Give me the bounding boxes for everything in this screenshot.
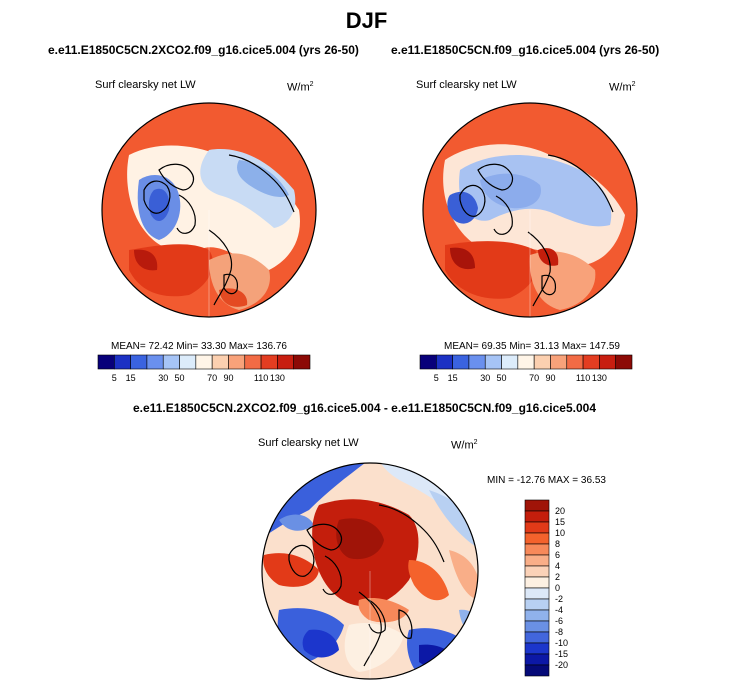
diff-colorbar-swatch bbox=[524, 642, 550, 655]
panel-1-colorbar-swatch bbox=[130, 354, 148, 370]
panel-2-colorbar-swatch bbox=[436, 354, 453, 370]
diff-colorbar-tick-label: -20 bbox=[555, 660, 568, 670]
panel-2-colorbar: 5 15 30 50 70 90 110 130 bbox=[419, 354, 633, 383]
panel-2-colorbar-swatch bbox=[452, 354, 470, 370]
panel-1-variable-label: Surf clearsky net LW bbox=[95, 79, 196, 91]
diff-colorbar-tick-label: -10 bbox=[555, 638, 568, 648]
diff-colorbar-swatch bbox=[524, 499, 550, 512]
diff-colorbar-tick-label: 2 bbox=[555, 572, 560, 582]
diff-stats: MIN = -12.76 MAX = 36.53 bbox=[487, 475, 606, 486]
panel-2-colorbar-swatch bbox=[582, 354, 600, 370]
panel-1-colorbar-swatch bbox=[228, 354, 246, 370]
panel-2-colorbar-swatch bbox=[501, 354, 519, 370]
panel-1-units: W/m2 bbox=[287, 81, 314, 94]
panel-1-colorbar-swatch bbox=[260, 354, 278, 370]
diff-colorbar-swatch bbox=[524, 510, 550, 523]
panel-1-colorbar-swatch bbox=[97, 354, 115, 370]
panel-2-colorbar-swatch bbox=[484, 354, 502, 370]
diff-colorbar-tick-label: -2 bbox=[555, 594, 563, 604]
panel-2-colorbar-tick-label: 15 bbox=[448, 373, 458, 383]
diff-colorbar-swatch bbox=[524, 554, 550, 567]
diff-colorbar-tick-label: 15 bbox=[555, 517, 565, 527]
panel-2-colorbar-swatch bbox=[550, 354, 568, 370]
panel-1-colorbar-swatch bbox=[293, 354, 311, 370]
diff-colorbar-swatch bbox=[524, 521, 550, 534]
diff-colorbar-swatch bbox=[524, 620, 550, 633]
diff-colorbar-tick-label: 20 bbox=[555, 506, 565, 516]
panel-1-colorbar-tick-label: 5 bbox=[112, 373, 117, 383]
diff-colorbar-tick-label: -15 bbox=[555, 649, 568, 659]
panel-2-map bbox=[422, 102, 638, 318]
panel-1-colorbar-swatch bbox=[162, 354, 180, 370]
panel-2-variable-label: Surf clearsky net LW bbox=[416, 79, 517, 91]
panel-1-colorbar-tick-label: 70 bbox=[207, 373, 217, 383]
panel-2-colorbar-swatch bbox=[533, 354, 551, 370]
panel-1-colorbar-swatch bbox=[195, 354, 213, 370]
panel-2-units: W/m2 bbox=[609, 81, 636, 94]
diff-colorbar-swatch bbox=[524, 532, 550, 545]
panel-2-colorbar-swatch bbox=[419, 354, 437, 370]
panel-1-colorbar-tick-label: 30 bbox=[158, 373, 168, 383]
diff-colorbar-swatch bbox=[524, 565, 550, 578]
diff-colorbar-swatch bbox=[524, 576, 550, 589]
diff-colorbar-tick-label: -8 bbox=[555, 627, 563, 637]
main-title: DJF bbox=[345, 8, 388, 33]
diff-colorbar-swatch bbox=[524, 653, 550, 666]
panel-1-colorbar-swatch bbox=[244, 354, 262, 370]
diff-colorbar-tick-label: 0 bbox=[555, 583, 560, 593]
diff-map bbox=[261, 462, 479, 680]
diff-colorbar-tick-label: 10 bbox=[555, 528, 565, 538]
panel-1-colorbar-swatch bbox=[114, 354, 131, 370]
diff-colorbar-tick-label: 8 bbox=[555, 539, 560, 549]
panel-2-colorbar-swatch bbox=[615, 354, 633, 370]
panel-2-colorbar-tick-label: 30 bbox=[480, 373, 490, 383]
panel-1-colorbar: 5 15 30 50 70 90 110 130 bbox=[97, 354, 311, 383]
panel-1-colorbar-tick-label: 130 bbox=[270, 373, 285, 383]
diff-colorbar-tick-label: -6 bbox=[555, 616, 563, 626]
panel-2-stats: MEAN= 69.35 Min= 31.13 Max= 147.59 bbox=[444, 341, 620, 352]
diff-variable-label: Surf clearsky net LW bbox=[258, 437, 359, 449]
panel-2-colorbar-tick-label: 5 bbox=[434, 373, 439, 383]
panel-1-map bbox=[101, 102, 317, 318]
panel-2-colorbar-tick-label: 50 bbox=[497, 373, 507, 383]
panel-1-colorbar-swatch bbox=[179, 354, 197, 370]
panel-1-stats: MEAN= 72.42 Min= 33.30 Max= 136.76 bbox=[111, 341, 287, 352]
panel-2-colorbar-tick-label: 130 bbox=[592, 373, 607, 383]
diff-colorbar-tick-label: 6 bbox=[555, 550, 560, 560]
panel-1-case-title: e.e11.E1850C5CN.2XCO2.f09_g16.cice5.004 … bbox=[48, 43, 359, 57]
diff-colorbar-swatch bbox=[524, 664, 550, 677]
diff-colorbar-tick-label: -4 bbox=[555, 605, 563, 615]
diff-colorbar-swatch bbox=[524, 587, 550, 600]
panel-1-colorbar-tick-label: 50 bbox=[175, 373, 185, 383]
diff-colorbar-swatch bbox=[524, 631, 550, 644]
diff-units: W/m2 bbox=[451, 439, 478, 452]
panel-1-colorbar-swatch bbox=[277, 354, 294, 370]
panel-2-colorbar-tick-label: 110 bbox=[576, 373, 590, 383]
diff-title: e.e11.E1850C5CN.2XCO2.f09_g16.cice5.004 … bbox=[133, 401, 596, 415]
panel-1-colorbar-swatch bbox=[146, 354, 164, 370]
diff-colorbar-swatch bbox=[524, 609, 550, 622]
panel-1-colorbar-swatch bbox=[211, 354, 229, 370]
panel-2-colorbar-swatch bbox=[517, 354, 535, 370]
panel-2-colorbar-swatch bbox=[566, 354, 584, 370]
panel-2-colorbar-swatch bbox=[599, 354, 616, 370]
panel-2-colorbar-tick-label: 90 bbox=[545, 373, 555, 383]
panel-1-colorbar-tick-label: 15 bbox=[126, 373, 136, 383]
panel-2-colorbar-tick-label: 70 bbox=[529, 373, 539, 383]
panel-1-colorbar-tick-label: 110 bbox=[254, 373, 268, 383]
diff-colorbar-tick-label: 4 bbox=[555, 561, 560, 571]
diff-colorbar-swatch bbox=[524, 598, 550, 611]
panel-2-colorbar-swatch bbox=[468, 354, 486, 370]
diff-colorbar-swatch bbox=[524, 543, 550, 556]
panel-2-case-title: e.e11.E1850C5CN.f09_g16.cice5.004 (yrs 2… bbox=[391, 43, 660, 57]
panel-1-colorbar-tick-label: 90 bbox=[223, 373, 233, 383]
